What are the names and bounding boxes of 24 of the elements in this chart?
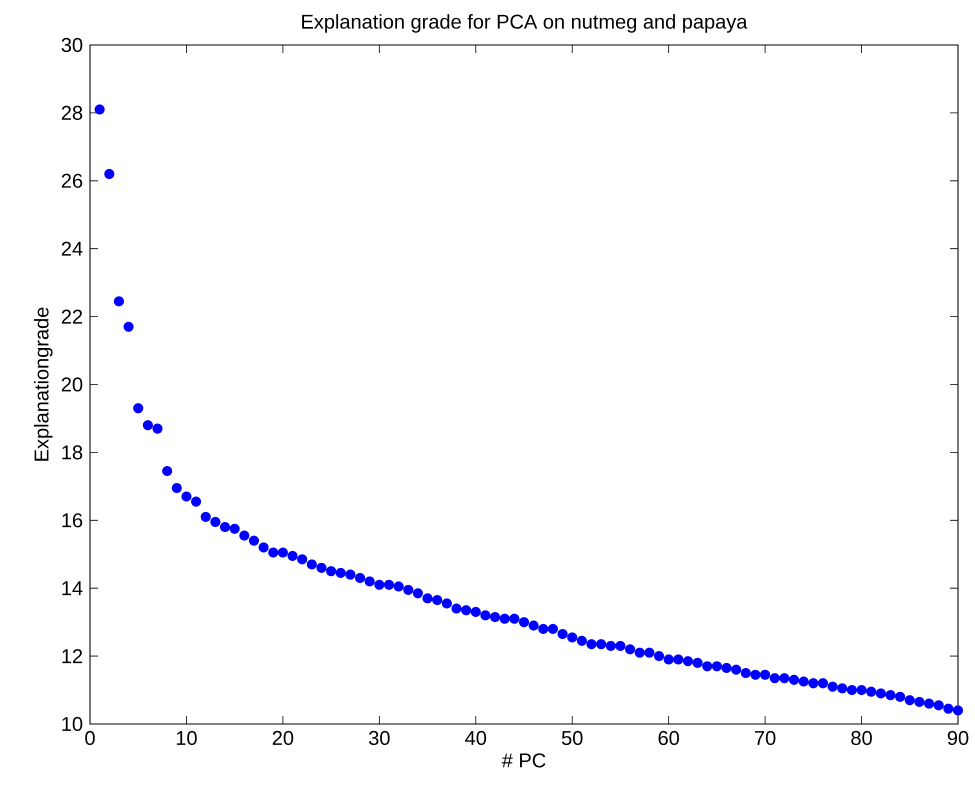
x-tick-label: 60 [658, 730, 679, 746]
x-axis-title: # PC [502, 753, 546, 768]
x-tick-label: 0 [85, 730, 95, 746]
x-tick-label: 40 [465, 730, 486, 746]
y-tick-label: 10 [62, 716, 82, 732]
y-tick-label: 16 [62, 513, 82, 528]
y-tick-label: 22 [62, 310, 82, 324]
y-tick-label: 30 [62, 38, 82, 52]
x-tick-label: 80 [851, 730, 872, 746]
y-tick-label: 14 [62, 581, 82, 596]
x-tick-label: 50 [562, 730, 583, 746]
x-tick-label: 30 [368, 730, 390, 746]
y-tick-label: 26 [62, 174, 82, 188]
y-tick-label: 20 [62, 377, 82, 392]
chart-title: Explanation grade for PCA on nutmeg and papaya [302, 14, 748, 33]
x-tick-label: 70 [755, 730, 776, 746]
x-tick-label: 90 [948, 730, 968, 746]
y-tick-label: 24 [62, 242, 82, 256]
y-axis-title: Explanationgrade [34, 308, 53, 461]
y-tick-label: 28 [62, 106, 82, 120]
y-tick-label: 12 [62, 649, 82, 664]
y-tick-label: 18 [62, 445, 82, 460]
x-tick-label: 20 [272, 730, 294, 746]
x-tick-label: 10 [176, 730, 197, 746]
